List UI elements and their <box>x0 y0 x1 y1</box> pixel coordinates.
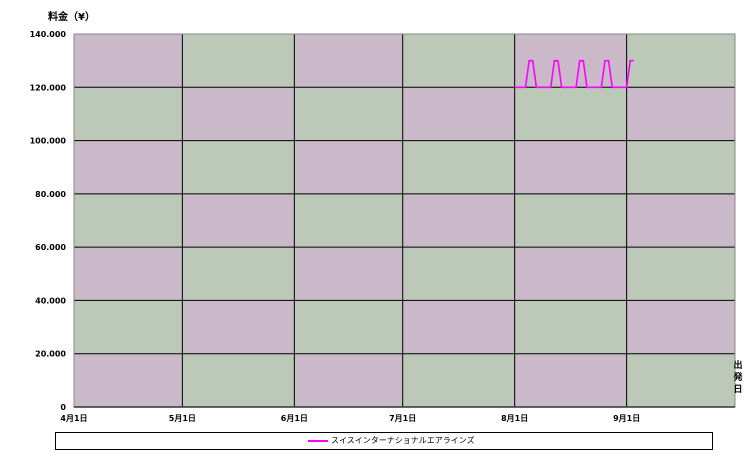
x-tick-label: 5月1日 <box>169 414 196 423</box>
plot-cell <box>74 87 183 141</box>
plot-cell <box>294 193 403 248</box>
x-tick-label: 7月1日 <box>389 414 416 423</box>
plot-cell <box>626 34 735 88</box>
plot-cell <box>182 34 295 88</box>
plot-cell <box>402 193 515 248</box>
plot-cell <box>402 300 515 354</box>
legend-label: スイスインターナショナルエアラインズ <box>331 436 475 445</box>
plot-cell <box>514 353 627 407</box>
plot-cell <box>74 34 183 88</box>
y-tick-label: 120.000 <box>30 83 67 92</box>
plot-cell <box>402 87 515 141</box>
y-tick-label: 0 <box>60 403 66 412</box>
legend-swatch <box>308 439 328 442</box>
y-tick-label: 20.000 <box>35 350 66 359</box>
plot-cell <box>514 193 627 248</box>
plot-cell <box>626 247 735 301</box>
plot-cell <box>514 247 627 301</box>
plot-cell <box>294 140 403 194</box>
plot-cell <box>626 87 735 141</box>
plot-cell <box>294 34 403 88</box>
plot-cell <box>182 193 295 248</box>
series-line <box>514 59 634 89</box>
legend: スイスインターナショナルエアラインズ <box>55 432 713 450</box>
y-tick-label: 60.000 <box>35 243 66 252</box>
plot-cell <box>74 140 183 194</box>
plot-cell <box>402 353 515 407</box>
plot-cell <box>626 140 735 194</box>
plot-cell <box>182 353 295 407</box>
x-tick-label: 6月1日 <box>281 414 308 423</box>
plot-cell <box>74 353 183 407</box>
plot-cell <box>294 87 403 141</box>
plot-cell <box>74 247 183 301</box>
x-axis-title: 出発日 <box>733 361 743 395</box>
plot-cell <box>514 300 627 354</box>
legend-item: スイスインターナショナルエアラインズ <box>308 435 475 446</box>
plot-cell <box>294 300 403 354</box>
plot-cell <box>182 87 295 141</box>
plot-cell <box>74 300 183 354</box>
plot-cell <box>182 140 295 194</box>
y-tick-label: 80.000 <box>35 190 66 199</box>
plot-cell <box>182 247 295 301</box>
plot-cell <box>402 140 515 194</box>
y-tick-label: 40.000 <box>35 296 66 305</box>
y-tick-label: 100.000 <box>30 137 67 146</box>
x-tick-label: 8月1日 <box>501 414 528 423</box>
x-tick-label: 4月1日 <box>60 414 87 423</box>
plot-cell <box>294 353 403 407</box>
plot-cell <box>182 300 295 354</box>
plot-cell <box>402 247 515 301</box>
y-axis-title: 料金（¥） <box>48 12 95 23</box>
plot-cell <box>294 247 403 301</box>
plot-cell <box>514 87 627 141</box>
plot-cell <box>626 193 735 248</box>
plot-cell <box>74 193 183 248</box>
plot-cell <box>626 353 735 407</box>
y-tick-label: 140.000 <box>30 30 67 39</box>
plot-cell <box>514 140 627 194</box>
plot-cell <box>402 34 515 88</box>
plot-cell <box>626 300 735 354</box>
x-tick-label: 9月1日 <box>613 414 640 423</box>
